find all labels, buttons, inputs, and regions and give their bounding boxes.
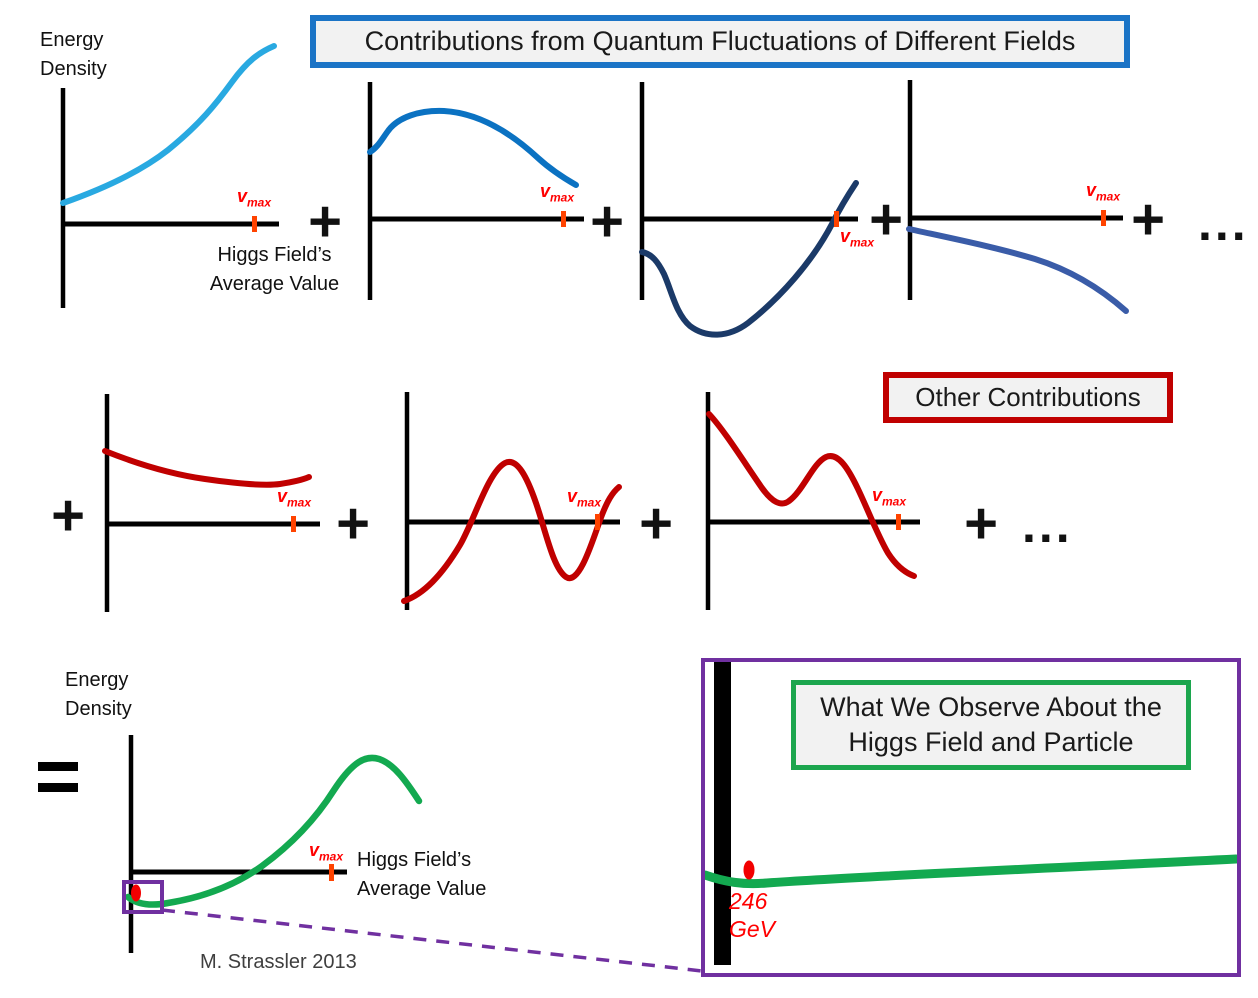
plus-operator: + [51,483,85,548]
equals-operator-icon [38,762,78,771]
vmax-label: vmax [567,487,601,509]
curve-other-2 [401,459,622,604]
vmax-base: v [872,485,883,505]
curve-quantum-1 [60,43,277,206]
plus-operator: + [964,491,998,556]
vmax-base: v [309,840,320,860]
vmax-subscript: max [247,195,272,210]
inset-green-curve [705,854,1237,889]
title-box: Contributions from Quantum Fluctuations … [310,15,1130,68]
vev-value-label: 246 GeV [729,888,776,942]
observe-box: What We Observe About the Higgs Field an… [791,680,1191,770]
plus-operator: + [590,189,624,254]
vmax-tick-2 [561,211,566,227]
vmax-base: v [567,486,578,506]
other-contributions-text: Other Contributions [915,382,1141,412]
vmax-subscript: max [577,495,602,510]
vmax-subscript: max [287,495,312,510]
higgs-average-label-bottom: Higgs Field’s Average Value [357,849,487,900]
vmax-tick-3 [834,211,839,227]
plus-operator: + [869,187,903,252]
vmax-tick-5 [291,516,296,532]
zoom-inset-panel: 246 GeV What We Observe About the Higgs … [701,658,1241,977]
credit-text: M. Strassler 2013 [200,951,357,973]
vmax-tick-8 [329,864,334,881]
vmax-base: v [237,186,248,206]
curve-quantum-4 [906,226,1129,314]
plus-operator: + [1131,187,1165,252]
vmax-label: vmax [540,182,574,204]
inset-artwork [705,854,1237,889]
vmax-label: vmax [840,227,874,249]
vmax-label: vmax [309,841,343,863]
equals-operator-icon [38,783,78,792]
observe-text: What We Observe About the Higgs Field an… [820,691,1162,757]
vmax-subscript: max [319,849,344,864]
title-text: Contributions from Quantum Fluctuations … [364,26,1076,56]
inset-observed-point-dot [743,860,755,880]
vmax-label: vmax [237,187,271,209]
vmax-label: vmax [277,487,311,509]
vmax-tick-7 [896,514,901,530]
vmax-label: vmax [872,486,906,508]
inset-y-axis-bar [714,662,731,965]
vmax-tick-1 [252,216,257,232]
higgs-average-label-top: Higgs Field’s Average Value [209,244,340,295]
vmax-base: v [840,226,851,246]
vmax-base: v [540,181,551,201]
curve-quantum-2 [367,107,579,188]
vmax-subscript: max [850,235,875,250]
observed-point-dot [131,884,141,902]
plus-operator: + [336,491,370,556]
curve-other-1 [102,448,312,488]
vmax-tick-6 [595,514,600,530]
ellipsis-operator: ... [1022,497,1073,553]
vmax-subscript: max [550,190,575,205]
energy-density-label-bottom: Energy Density [65,669,132,720]
energy-density-label-top: Energy Density [40,29,107,80]
vmax-base: v [1086,180,1097,200]
zoom-region-box [122,880,164,914]
curve-other-3 [706,411,917,579]
plus-operator: + [308,189,342,254]
vmax-tick-4 [1101,210,1106,226]
curve-quantum-3 [639,180,859,338]
curve-result [124,754,423,908]
ellipsis-operator: ... [1198,195,1249,251]
vmax-label: vmax [1086,181,1120,203]
vmax-subscript: max [882,494,907,509]
plus-operator: + [639,491,673,556]
vmax-base: v [277,486,288,506]
other-contributions-box: Other Contributions [883,372,1173,423]
vmax-subscript: max [1096,189,1121,204]
